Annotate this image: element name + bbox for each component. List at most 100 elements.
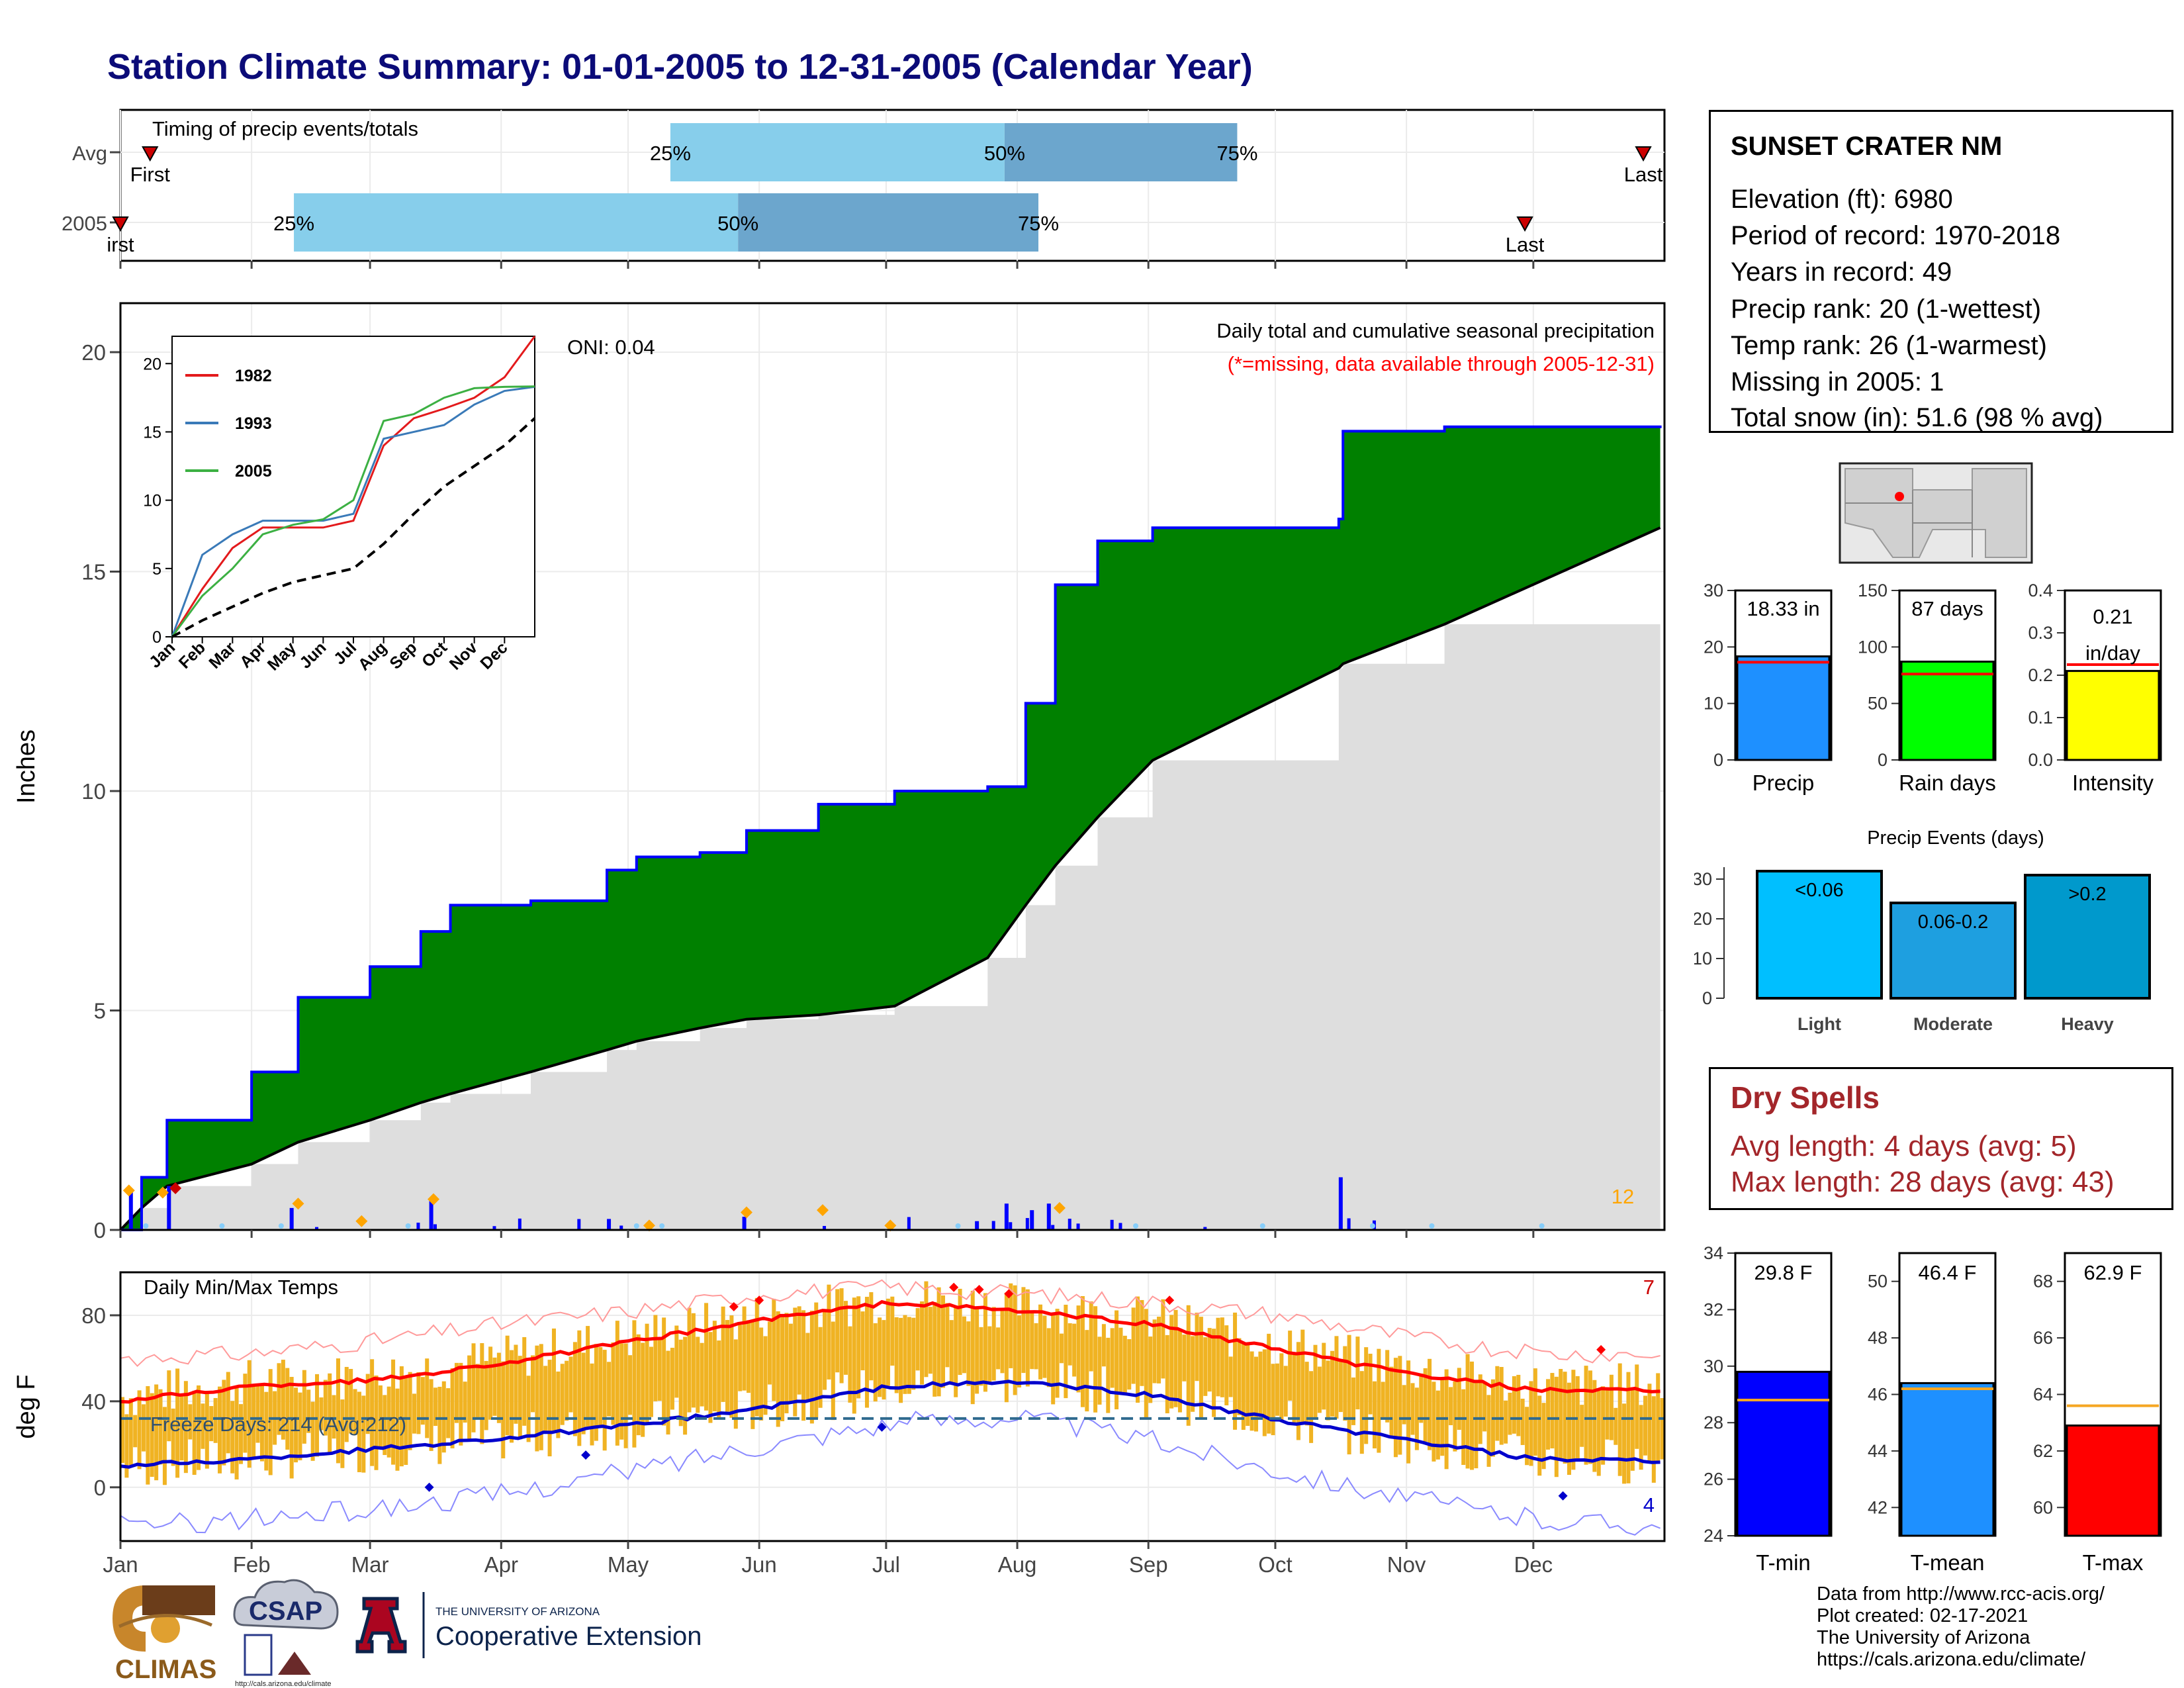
snow-marker [1429, 1223, 1435, 1229]
locator-map [1839, 462, 2033, 564]
daily-temp-bar [933, 1301, 937, 1397]
daily-temp-bar [979, 1327, 983, 1386]
daily-temp-bar [1516, 1374, 1521, 1436]
quartile-bar-25-50 [670, 123, 1005, 181]
last-label: Last [1506, 233, 1545, 256]
credit-line: https://cals.arizona.edu/climate/ [1817, 1649, 2086, 1670]
record-high-diamond [729, 1301, 739, 1311]
timing-row-label: Avg [72, 142, 107, 165]
inset-y-tick: 15 [143, 423, 161, 442]
daily-temp-bar [332, 1395, 336, 1439]
daily-temp-bar [970, 1290, 975, 1405]
y-tick-label: 20 [81, 340, 106, 365]
daily-temp-bar [201, 1403, 205, 1449]
daily-temp-bar [894, 1317, 899, 1393]
daily-temp-bar [1617, 1363, 1622, 1476]
daily-temp-bar [137, 1390, 142, 1470]
daily-temp-bar [628, 1355, 633, 1415]
daily-temp-bar [1122, 1335, 1127, 1393]
temp-bar-tick-label: 32 [1704, 1299, 1723, 1319]
events-title: Precip Events (days) [1867, 827, 2044, 849]
daily-temp-bar [572, 1342, 577, 1436]
daily-temp-bar [467, 1355, 472, 1442]
month-label: Sep [1129, 1552, 1168, 1577]
daily-temp-bar [420, 1377, 425, 1425]
month-label: Mar [351, 1552, 389, 1577]
daily-temp-bar [1237, 1338, 1242, 1415]
daily-temp-bar [302, 1370, 306, 1444]
daily-temp-bar [475, 1364, 480, 1419]
daily-temp-bar [1469, 1361, 1474, 1470]
daily-temp-bar [1165, 1335, 1169, 1414]
daily-temp-bar [767, 1321, 772, 1385]
daily-temp-bar [662, 1317, 666, 1426]
daily-precip-bar [975, 1221, 979, 1230]
temp-bar-value [1900, 1382, 1995, 1537]
daily-temp-bar [412, 1393, 417, 1434]
daily-temp-bar [1076, 1305, 1081, 1393]
daily-temp-bar [1136, 1296, 1140, 1403]
temp-bar-tick-label: 26 [1704, 1470, 1723, 1489]
daily-temp-bar [1161, 1299, 1165, 1379]
daily-temp-bar [1626, 1372, 1631, 1483]
daily-temp-bar [1059, 1333, 1064, 1364]
daily-temp-bar [1639, 1405, 1643, 1470]
temp-bar-tick-label: 46 [1868, 1385, 1888, 1405]
daily-temp-bar [1372, 1381, 1377, 1449]
daily-precip-bar [1051, 1225, 1055, 1230]
daily-temp-bar [949, 1320, 954, 1385]
daily-temp-bar [991, 1307, 996, 1381]
legend-label: 2005 [235, 462, 272, 481]
temp-bar-tick-label: 64 [2033, 1385, 2053, 1405]
daily-temp-bar [1660, 1398, 1664, 1460]
daily-temp-bar [226, 1372, 230, 1454]
daily-temp-bar [1212, 1329, 1216, 1417]
events-tick-label: 20 [1694, 909, 1712, 929]
daily-temp-bar [649, 1346, 653, 1417]
daily-temp-bar [987, 1326, 992, 1383]
y-tick-label: 80 [81, 1303, 106, 1328]
daily-temp-bar [1309, 1371, 1314, 1443]
daily-temp-bar [911, 1317, 916, 1390]
daily-temp-bar [1423, 1368, 1428, 1442]
daily-temp-bar [691, 1313, 696, 1408]
daily-temp-bar [222, 1380, 226, 1466]
daily-precip-bar [607, 1219, 612, 1230]
daily-temp-bar [1101, 1324, 1106, 1367]
bar-tick-label: 50 [1868, 694, 1888, 714]
inset-y-tick: 20 [143, 355, 161, 373]
daily-temp-bar [581, 1352, 586, 1434]
temp-bar-tick-label: 44 [1868, 1441, 1888, 1461]
bar-tick-label: 20 [1704, 637, 1723, 657]
record-low-diamond [1558, 1491, 1568, 1501]
daily-temp-bar [522, 1336, 527, 1426]
daily-temp-bar [1457, 1368, 1461, 1430]
daily-temp-bar [975, 1307, 979, 1394]
daily-temp-bar [158, 1389, 163, 1465]
daily-temp-bar [1195, 1312, 1199, 1382]
daily-temp-bar [353, 1389, 357, 1435]
daily-temp-bar [167, 1370, 171, 1442]
daily-temp-bar [1182, 1335, 1187, 1382]
daily-temp-bar [983, 1293, 987, 1392]
daily-temp-bar [801, 1310, 806, 1421]
daily-precip-bar [1068, 1219, 1071, 1230]
daily-temp-bar [577, 1330, 582, 1446]
temp-bar-tick-label: 34 [1704, 1243, 1723, 1263]
daily-temp-bar [1592, 1380, 1597, 1472]
bar-tick-label: 0.4 [2028, 581, 2053, 600]
daily-temp-bar [1253, 1356, 1258, 1432]
daily-temp-bar [251, 1384, 256, 1460]
legend-label: 1982 [235, 367, 272, 385]
daily-temp-bar [1072, 1323, 1077, 1377]
climas-text: CLIMAS [115, 1655, 216, 1684]
daily-precip-bar [1338, 1177, 1343, 1230]
daily-temp-bar [1601, 1386, 1606, 1465]
station-location-marker [1895, 492, 1904, 501]
daily-temp-bar [1322, 1342, 1326, 1410]
snow-marker [633, 1223, 639, 1229]
month-label: Jun [742, 1552, 777, 1577]
month-label: Dec [1514, 1552, 1553, 1577]
daily-temp-bar [1097, 1336, 1102, 1405]
daily-temp-bar [1118, 1327, 1123, 1393]
